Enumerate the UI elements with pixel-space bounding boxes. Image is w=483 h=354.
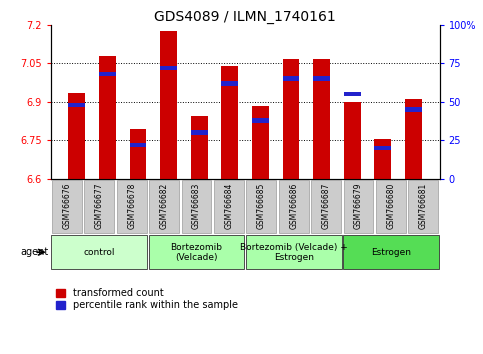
Bar	[246, 180, 276, 233]
Text: GSM766683: GSM766683	[192, 183, 201, 229]
Text: GSM766686: GSM766686	[289, 183, 298, 229]
Text: control: control	[84, 248, 115, 257]
Bar	[374, 139, 391, 179]
Bar	[149, 180, 179, 233]
Bar	[344, 92, 361, 96]
Bar	[221, 66, 238, 179]
Bar	[221, 81, 238, 86]
Bar	[409, 180, 438, 233]
Bar	[214, 180, 244, 233]
Bar	[191, 130, 208, 135]
Bar	[343, 180, 373, 233]
Bar	[279, 180, 309, 233]
Bar	[99, 56, 116, 179]
Text: GSM766676: GSM766676	[62, 183, 71, 229]
Bar	[117, 180, 147, 233]
Text: Bortezomib
(Velcade): Bortezomib (Velcade)	[170, 242, 223, 262]
Bar	[85, 180, 114, 233]
Bar	[182, 180, 212, 233]
Text: GSM766687: GSM766687	[322, 183, 331, 229]
Text: GSM766680: GSM766680	[386, 183, 396, 229]
Text: GSM766684: GSM766684	[225, 183, 233, 229]
Bar	[69, 103, 85, 107]
Bar	[344, 102, 361, 179]
Bar	[405, 107, 422, 112]
Bar	[246, 235, 341, 269]
Bar	[376, 180, 406, 233]
Text: GSM766679: GSM766679	[354, 183, 363, 229]
Title: GDS4089 / ILMN_1740161: GDS4089 / ILMN_1740161	[154, 10, 336, 24]
Bar	[191, 116, 208, 179]
Bar	[99, 72, 116, 76]
Text: Estrogen: Estrogen	[371, 248, 411, 257]
Bar	[252, 105, 269, 179]
Text: agent: agent	[20, 247, 48, 257]
Bar	[343, 235, 439, 269]
Bar	[283, 76, 299, 81]
Bar	[51, 235, 147, 269]
Bar	[69, 93, 85, 179]
Text: GSM766685: GSM766685	[257, 183, 266, 229]
Bar	[374, 145, 391, 150]
Text: GSM766682: GSM766682	[159, 183, 169, 229]
Text: GSM766678: GSM766678	[127, 183, 136, 229]
Bar	[252, 118, 269, 122]
Bar	[405, 99, 422, 179]
Text: Bortezomib (Velcade) +
Estrogen: Bortezomib (Velcade) + Estrogen	[240, 242, 348, 262]
Bar	[52, 180, 82, 233]
Bar	[129, 129, 146, 179]
Bar	[160, 65, 177, 70]
Text: GSM766681: GSM766681	[419, 183, 428, 229]
Bar	[313, 59, 330, 179]
Bar	[283, 59, 299, 179]
Legend: transformed count, percentile rank within the sample: transformed count, percentile rank withi…	[56, 288, 238, 310]
Bar	[160, 31, 177, 179]
Text: GSM766677: GSM766677	[95, 183, 104, 229]
Bar	[311, 180, 341, 233]
Bar	[149, 235, 244, 269]
Bar	[129, 143, 146, 147]
Bar	[313, 76, 330, 81]
